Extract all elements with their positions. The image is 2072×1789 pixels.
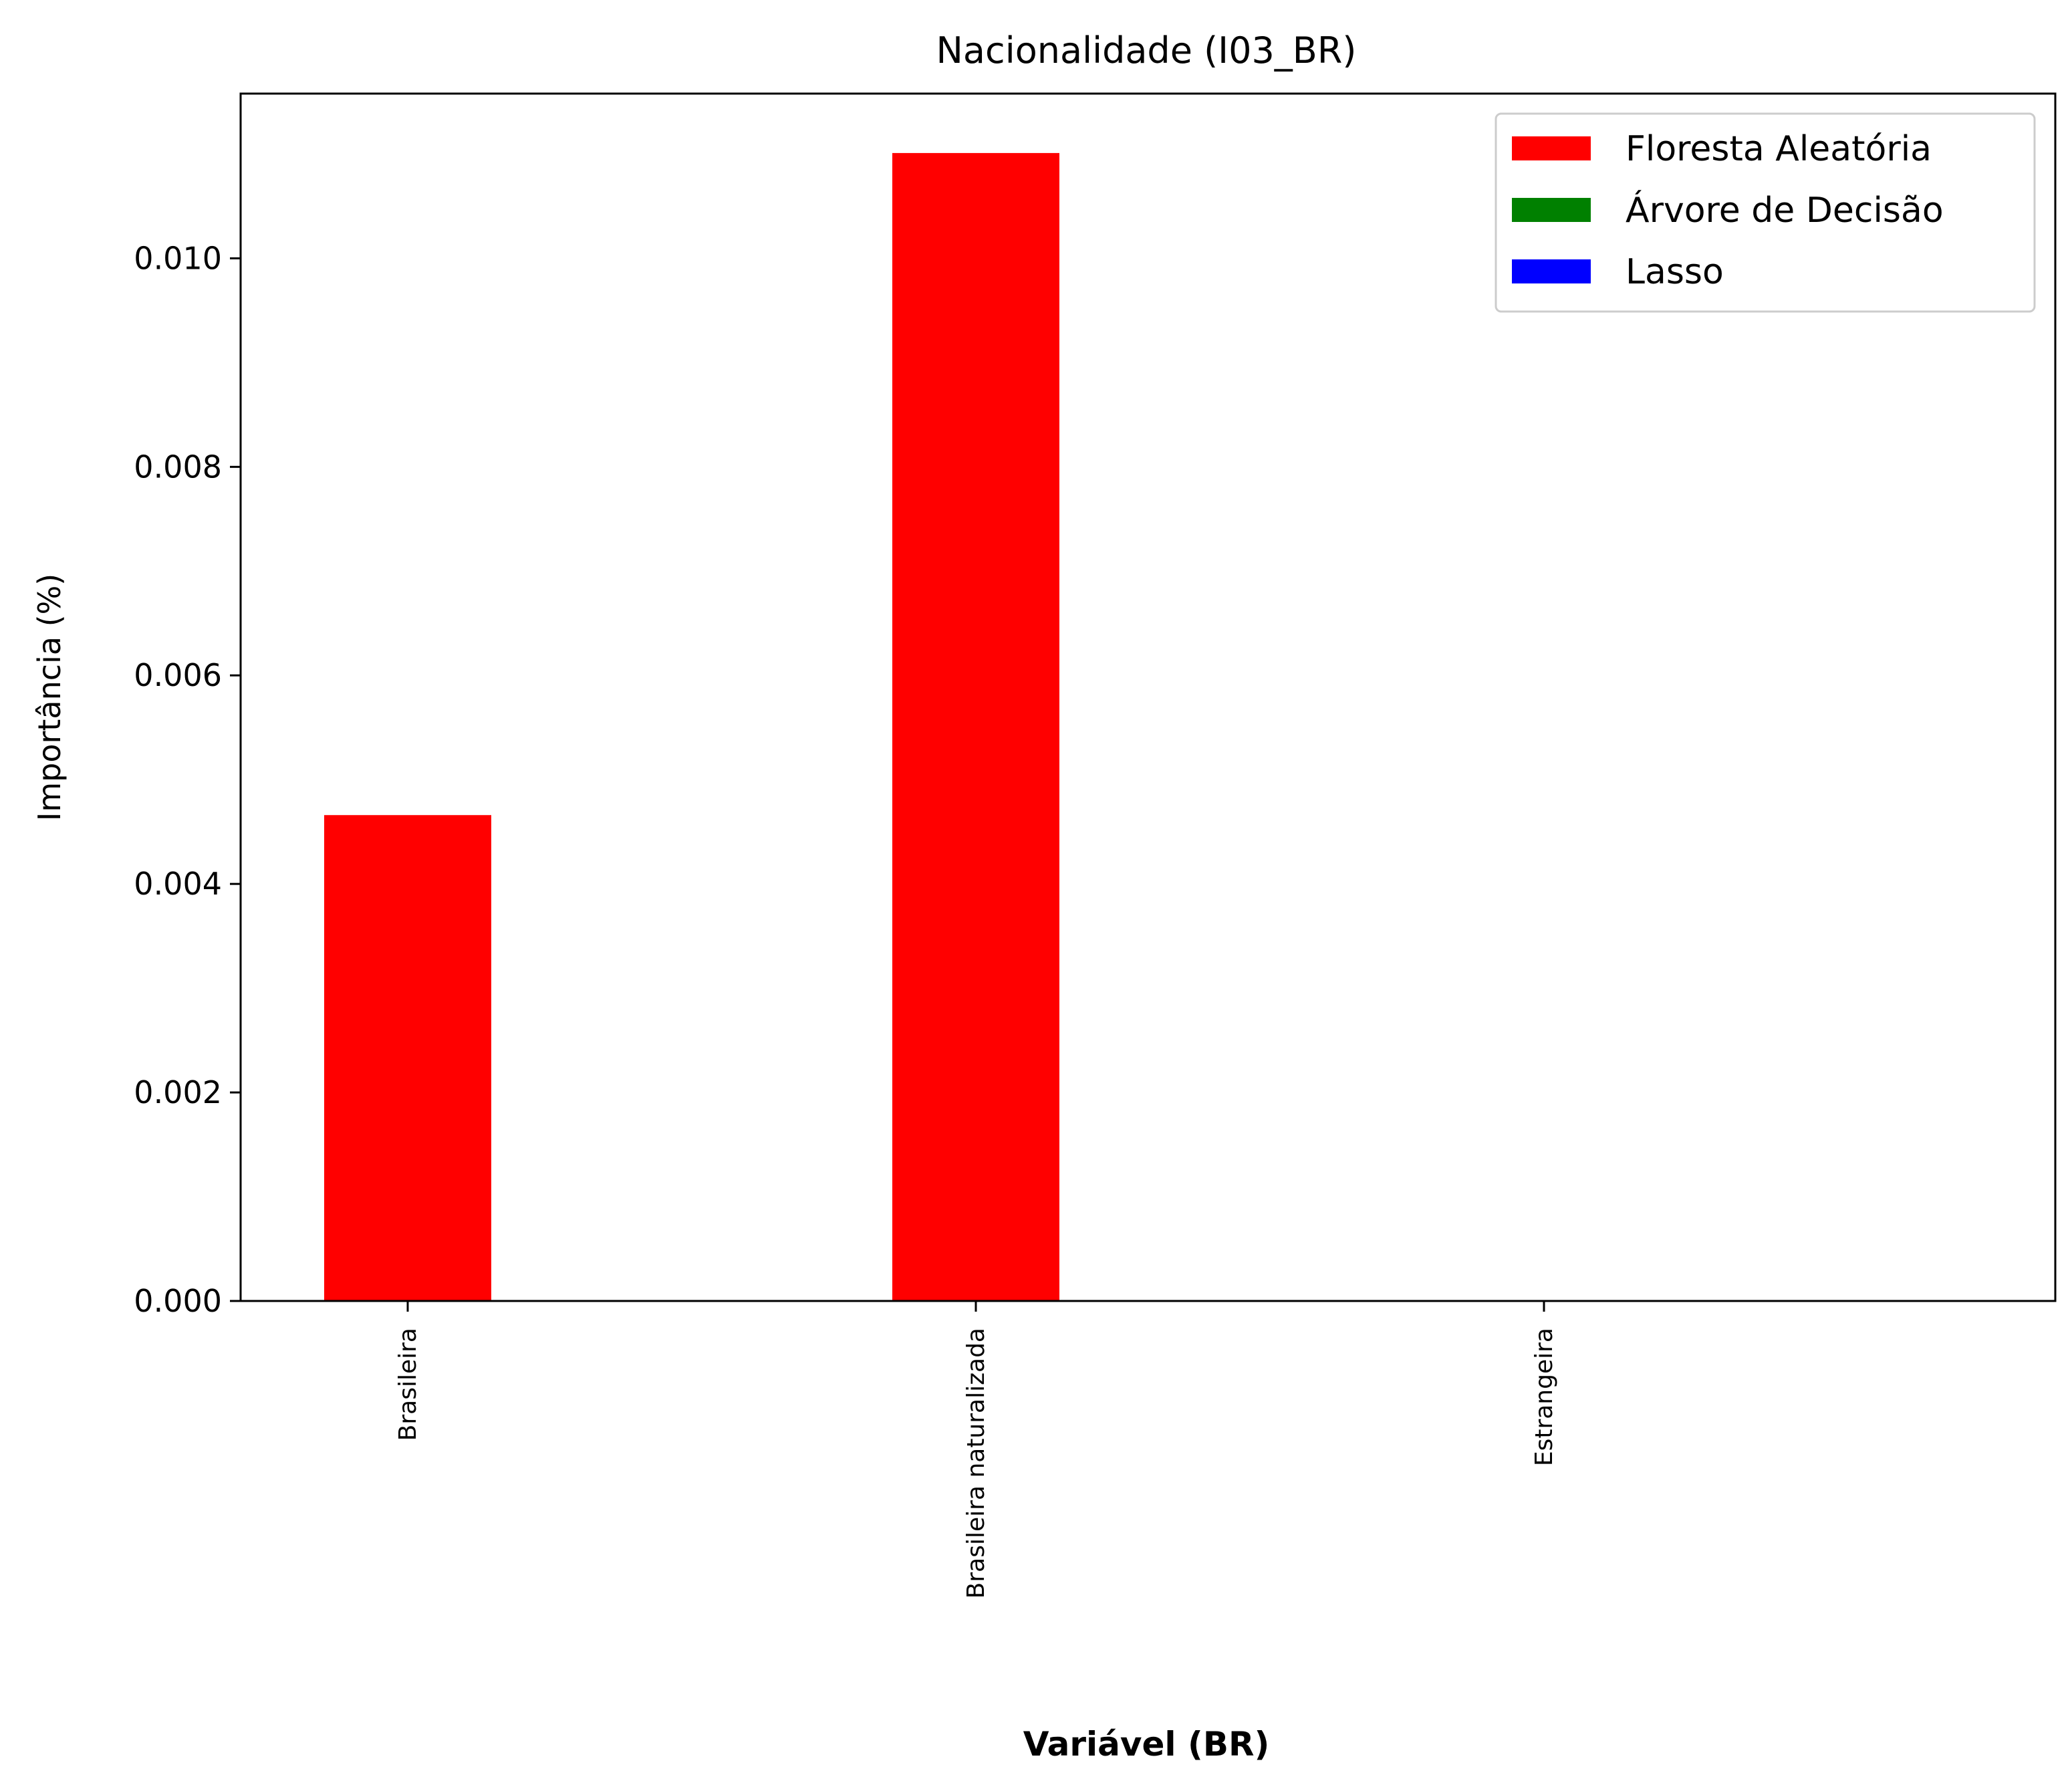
legend-label: Lasso — [1626, 252, 1724, 292]
ytick-label: 0.000 — [134, 1283, 222, 1319]
xtick-label: Brasileira — [394, 1328, 422, 1441]
plot-frame — [239, 92, 2057, 1302]
bar-0-1 — [892, 152, 1059, 1302]
y-axis-label: Importância (%) — [31, 574, 68, 822]
ytick-label: 0.010 — [134, 240, 222, 276]
bars-layer — [324, 152, 1059, 1302]
legend: Floresta Aleatória Árvore de Decisão Lasso — [1495, 112, 2036, 313]
x-axis: Brasileira Brasileira naturalizada Estrang… — [394, 1301, 1558, 1598]
legend-frame — [1495, 112, 2036, 313]
ytick-label: 0.006 — [134, 657, 222, 693]
xtick-label: Estrangeira — [1531, 1328, 1558, 1466]
legend-label: Floresta Aleatória — [1626, 129, 1932, 169]
legend-label: Árvore de Decisão — [1626, 190, 1944, 231]
ytick-label: 0.002 — [134, 1074, 222, 1110]
ytick-label: 0.004 — [134, 866, 222, 902]
xtick-label: Brasileira naturalizada — [962, 1328, 990, 1598]
ytick-label: 0.008 — [134, 449, 222, 485]
x-axis-label: Variável (BR) — [1023, 1725, 1270, 1764]
legend-swatch — [1512, 198, 1591, 222]
legend-swatch — [1512, 259, 1591, 283]
chart-title: Nacionalidade (I03_BR) — [936, 29, 1357, 72]
bar-0-0 — [324, 815, 491, 1301]
legend-swatch — [1512, 136, 1591, 160]
y-axis: 0.000 0.002 0.004 0.006 0.008 0.010 — [134, 240, 241, 1319]
